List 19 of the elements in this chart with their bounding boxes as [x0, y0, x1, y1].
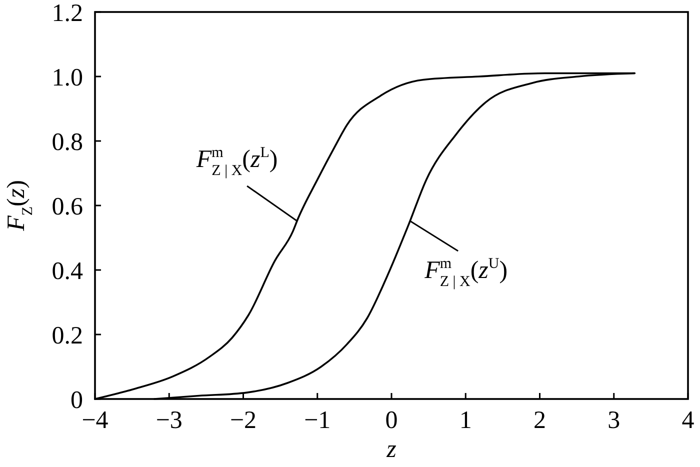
x-tick-label: −4: [82, 407, 109, 434]
y-tick-label: 0.8: [52, 128, 83, 156]
x-tick-label: 4: [682, 407, 695, 434]
y-tick-label: 0.2: [52, 322, 83, 350]
y-tick-label: 0.4: [52, 258, 84, 285]
y-tick-label: 0.6: [52, 193, 83, 220]
x-tick-label: 2: [534, 407, 546, 434]
x-tick-label: −3: [156, 407, 182, 434]
y-tick-label: 0: [70, 386, 83, 414]
x-tick-label: 0: [385, 407, 398, 434]
x-tick-label: −1: [304, 407, 331, 434]
x-axis-title: z: [386, 436, 397, 463]
y-tick-label: 1.0: [52, 64, 83, 92]
legend-label: F$^{m}$$_{Z | X}$(z$^{U}$): [424, 255, 508, 290]
x-tick-label: 3: [608, 407, 620, 434]
series-label: F$^{m}$$_{Z | X}$(z$^{L}$): [195, 144, 278, 178]
x-tick-label: −2: [230, 407, 257, 434]
y-tick-label: 1.2: [52, 0, 83, 27]
x-tick-label: 1: [459, 407, 472, 434]
